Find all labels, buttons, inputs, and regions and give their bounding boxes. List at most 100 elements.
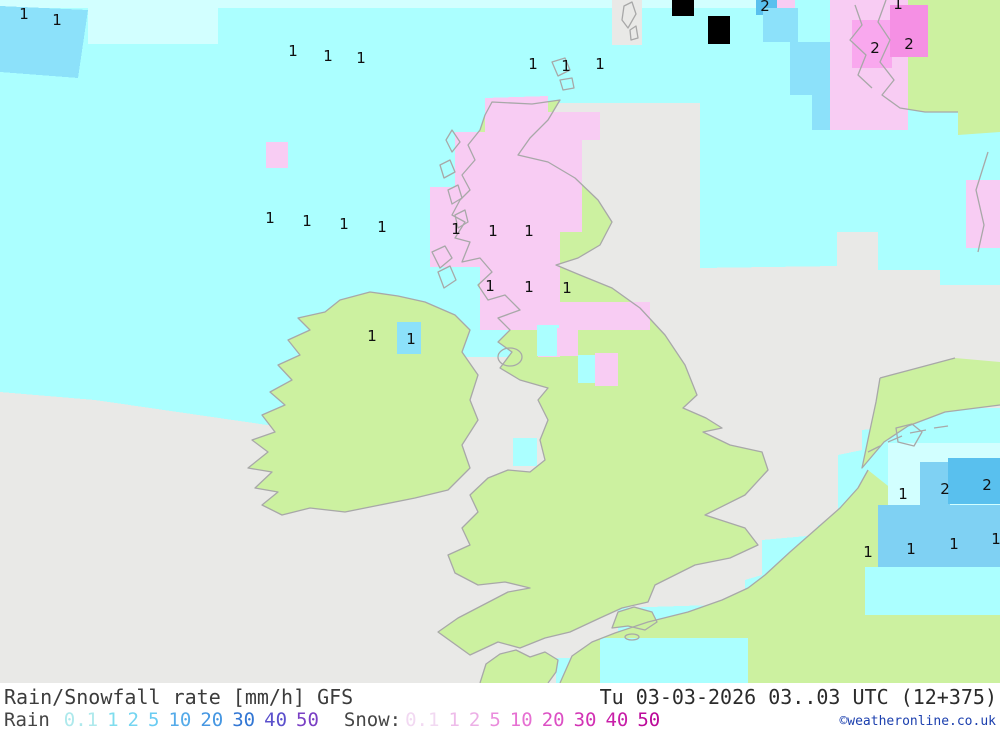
isle-of-man <box>497 347 523 367</box>
rain3-cell-se <box>948 458 1000 504</box>
map-value-label: 1 <box>524 222 534 240</box>
norway-fjords <box>849 4 873 89</box>
map-value-labels: 1 1 1 1 1 1 1 1 2 1 2 2 1 1 1 1 1 1 1 1 1 1 1 1 1 2 2 1 1 1 1 <box>19 0 1000 561</box>
map-value-label: 2 <box>870 39 880 57</box>
map-value-label: 1 <box>356 49 366 67</box>
copyright-link[interactable]: ©weatheronline.co.uk <box>839 714 996 729</box>
map-title: Rain/Snowfall rate [mm/h] GFS <box>4 685 354 709</box>
map-value-label: 1 <box>265 209 275 227</box>
rain2-row-se <box>878 505 1000 567</box>
map-value-label: 1 <box>893 0 903 13</box>
patch-white-1 <box>672 0 694 16</box>
map-value-label: 1 <box>302 212 312 230</box>
map-value-label: 1 <box>485 277 495 295</box>
map-value-label: 2 <box>940 480 950 498</box>
snow-patch-west <box>266 142 288 168</box>
rain-trace-light-patch <box>88 8 218 44</box>
legend-scale-row: Rain 0.1 1 2 5 10 20 30 40 50 Snow: 0.1 1 2 5 10 20 30… <box>4 709 669 731</box>
map-canvas[interactable]: 1 1 1 1 1 1 1 1 2 1 2 2 1 1 1 1 1 1 1 1 1 1 1 1 1 2 2 1 1 1 1 <box>0 0 1000 683</box>
rain-patch-france <box>600 638 748 683</box>
legend-line-2: Rain 0.1 1 2 5 10 20 30 40 50 Snow: 0.1 1 2 5 10 20 30… <box>0 708 1000 733</box>
map-value-label: 2 <box>760 0 770 15</box>
islay-jura-islands <box>431 245 457 289</box>
legend-value: 1 <box>448 709 460 731</box>
orkney-islands <box>551 57 575 91</box>
legend-value: 10 <box>509 709 533 731</box>
snow-patch-denmark <box>966 180 1000 248</box>
snow-legend-label: Snow: <box>343 709 402 731</box>
legend-value: 20 <box>541 709 565 731</box>
rain-legend-values: 0.1 1 2 5 10 20 30 40 50 <box>64 709 328 731</box>
map-value-label: 1 <box>561 57 571 75</box>
patch-gray-shetland <box>612 0 642 45</box>
legend-value: 50 <box>637 709 661 731</box>
snow-patch-scotland <box>430 96 650 357</box>
map-value-label: 1 <box>595 55 605 73</box>
legend-value: 20 <box>200 709 224 731</box>
snow-cell-2 <box>595 353 618 386</box>
hebrides-islands <box>439 129 469 229</box>
patch-white-2 <box>708 16 730 44</box>
denmark-coast <box>975 151 989 253</box>
rain-cell-2 <box>578 355 595 383</box>
rain-cell-3 <box>513 438 537 466</box>
rain1-patch-a <box>763 8 798 42</box>
map-value-label: 1 <box>906 540 916 558</box>
legend-value: 0.1 <box>63 709 99 731</box>
map-value-label: 1 <box>528 55 538 73</box>
map-value-label: 1 <box>52 11 62 29</box>
map-value-label: 1 <box>339 215 349 233</box>
land-isle-of-wight <box>612 607 657 630</box>
legend-value: 50 <box>296 709 319 731</box>
map-value-label: 1 <box>898 485 908 503</box>
land-netherlands <box>862 358 1000 468</box>
legend-value: 2 <box>468 709 481 731</box>
map-value-label: 1 <box>863 543 873 561</box>
rain-cell-1 <box>537 325 559 356</box>
rain1-patch-topleft <box>0 6 88 78</box>
dutch-islands <box>867 425 949 453</box>
map-value-label: 1 <box>406 330 416 348</box>
legend-value: 5 <box>489 709 501 731</box>
shetland-islands <box>621 1 639 41</box>
map-area[interactable]: 1 1 1 1 1 1 1 1 2 1 2 2 1 1 1 1 1 1 1 1 1 1 1 1 1 2 2 1 1 1 1 <box>0 0 1000 683</box>
map-value-label: 1 <box>288 42 298 60</box>
land-cotentin <box>480 650 558 683</box>
map-value-label: 1 <box>377 218 387 236</box>
snow-cell-1 <box>557 328 578 356</box>
legend-value: 40 <box>605 709 629 731</box>
map-value-label: 1 <box>524 278 534 296</box>
map-value-label: 1 <box>19 5 29 23</box>
map-value-label: 1 <box>367 327 377 345</box>
snow1-patch-norway <box>852 20 892 68</box>
map-value-label: 1 <box>488 222 498 240</box>
map-value-label: 1 <box>949 535 959 553</box>
rain-trace-light-strip <box>0 0 757 8</box>
map-value-label: 2 <box>982 476 992 494</box>
rain1-patch-ulster <box>397 322 421 354</box>
legend-value: 30 <box>232 709 256 731</box>
map-value-label: 1 <box>451 220 461 238</box>
coastlines <box>247 0 1000 683</box>
ijsselmeer <box>895 423 923 447</box>
precip-patches <box>0 0 1000 683</box>
legend-line-1: Rain/Snowfall rate [mm/h] GFS Tu 03-03-2… <box>0 683 1000 709</box>
legend-value: 5 <box>148 709 160 731</box>
legend-value: 10 <box>168 709 192 731</box>
map-timestamp: Tu 03-03-2026 03..03 UTC (12+375) <box>599 685 997 709</box>
rain-legend-label: Rain <box>4 709 50 731</box>
snow-legend-values: 0.1 1 2 5 10 20 30 40 50 <box>405 709 669 731</box>
map-value-label: 1 <box>991 530 1000 548</box>
rain2-cell-se <box>920 462 950 506</box>
rain-trace-se-low <box>865 567 1000 615</box>
isle-of-wight-island <box>624 633 640 641</box>
legend-bar: Rain/Snowfall rate [mm/h] GFS Tu 03-03-2… <box>0 683 1000 733</box>
legend-value: 2 <box>127 709 139 731</box>
legend-value: 30 <box>573 709 597 731</box>
map-value-label: 1 <box>323 47 333 65</box>
legend-value: 1 <box>107 709 119 731</box>
map-value-label: 1 <box>562 279 572 297</box>
legend-value: 40 <box>264 709 288 731</box>
legend-value: 0.1 <box>405 709 440 731</box>
